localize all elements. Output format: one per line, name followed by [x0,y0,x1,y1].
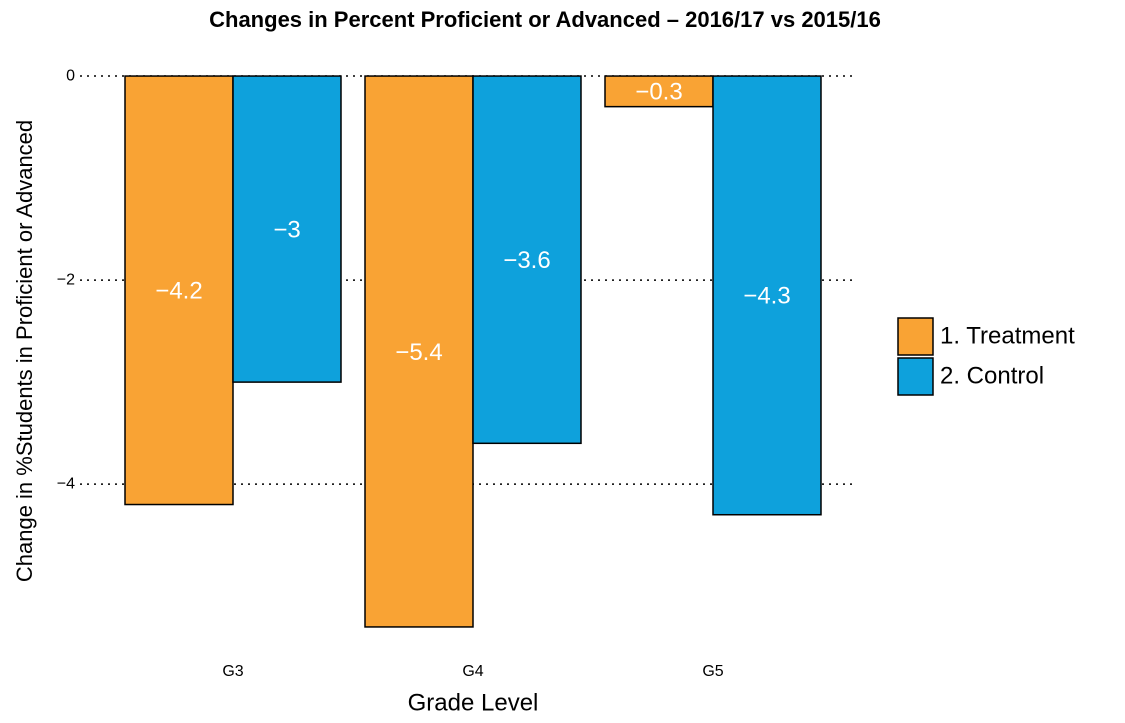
bar [712,75,822,516]
value-label: −4.3 [743,283,790,310]
x-tick-label: G5 [702,663,723,680]
bar [604,75,714,108]
x-tick-label: G3 [222,663,243,680]
y-axis-label: Change in %Students in Proficient or Adv… [12,120,37,582]
x-axis-label: Grade Level [408,689,539,716]
legend-label: 2. Control [940,362,1044,389]
bar [472,75,582,445]
chart-title: Changes in Percent Proficient or Advance… [209,7,881,32]
value-label: −5.4 [395,339,442,366]
bar [364,75,474,628]
x-tick-label: G4 [462,663,483,680]
y-tick-label: −2 [57,271,75,288]
value-label: −0.3 [635,79,682,106]
legend-key [897,357,934,396]
bar [232,75,342,383]
legend-label: 1. Treatment [940,322,1075,349]
bar [124,75,234,506]
legend-key [897,317,934,356]
value-label: −4.2 [155,278,202,305]
y-tick-label: −4 [57,475,75,492]
y-tick-label: 0 [66,67,75,84]
value-label: −3 [273,216,300,243]
value-label: −3.6 [503,247,550,274]
